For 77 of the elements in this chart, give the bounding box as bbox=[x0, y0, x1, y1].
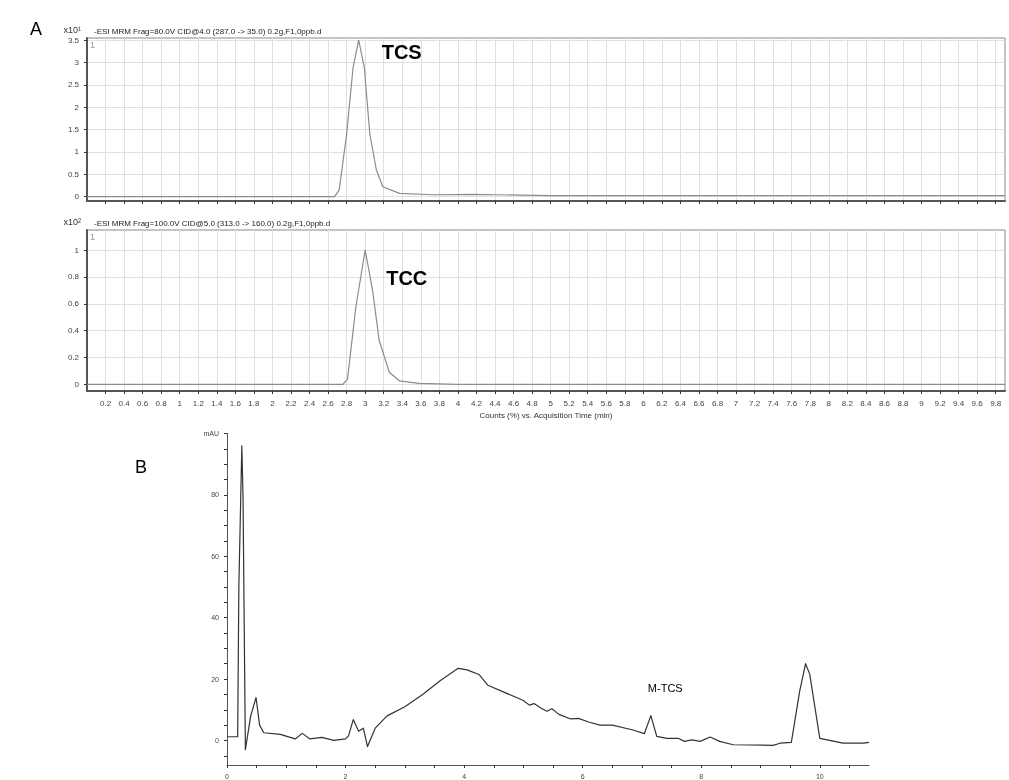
y-tick-label: 1 bbox=[74, 147, 80, 157]
x-tick-label: 2.2 bbox=[285, 398, 298, 408]
x-tick-label: 2 bbox=[270, 398, 276, 408]
y-tick-label: 3 bbox=[74, 58, 80, 68]
y-tick-label: 0.6 bbox=[67, 299, 80, 309]
x-tick-label: 7.6 bbox=[786, 398, 798, 408]
x-axis-title: Counts (%) vs. Acquisition Time (min) bbox=[479, 411, 613, 421]
x-tick-label: 0.6 bbox=[137, 398, 149, 408]
x-tick-label: 7 bbox=[733, 398, 739, 408]
x-tick-label: 1 bbox=[177, 398, 183, 408]
x-tick-label: 1.6 bbox=[229, 398, 242, 408]
x-tick-label: 0.4 bbox=[118, 398, 131, 408]
x-tick-label: 1.2 bbox=[192, 398, 205, 408]
x-tick-label: 4 bbox=[455, 398, 461, 408]
x-tick-label: 8 bbox=[826, 398, 832, 408]
text: B bbox=[135, 457, 148, 477]
x-tick-label: 0.8 bbox=[155, 398, 168, 408]
x-tick-label: 6.8 bbox=[711, 398, 724, 408]
x-tick-label: 5.4 bbox=[582, 398, 594, 408]
annotation: 1 bbox=[90, 231, 96, 242]
x-tick-label: 6.6 bbox=[693, 398, 706, 408]
x-tick-label: 9.8 bbox=[990, 398, 1002, 408]
x-tick-label: 7.8 bbox=[804, 398, 817, 408]
y-tick-label: 0.8 bbox=[67, 272, 80, 282]
x-tick-label: 8.4 bbox=[860, 398, 873, 408]
x-tick-label: 2.6 bbox=[322, 398, 335, 408]
x-tick-label: 8.8 bbox=[897, 398, 910, 408]
y-axis-title: x10² bbox=[63, 216, 81, 227]
x-tick-label: 4.4 bbox=[489, 398, 502, 408]
x-tick-label: 2.8 bbox=[341, 398, 353, 408]
x-tick-label: 8.2 bbox=[841, 398, 854, 408]
x-tick-label: 4.6 bbox=[507, 398, 520, 408]
x-tick-label: 9.6 bbox=[971, 398, 984, 408]
x-tick-label: 3.8 bbox=[433, 398, 446, 408]
x-tick-label: 1.4 bbox=[211, 398, 223, 408]
line-series bbox=[86, 39, 1006, 198]
y-tick-label: 0 bbox=[74, 379, 80, 389]
x-tick-label: 6 bbox=[641, 398, 647, 408]
line-series bbox=[226, 445, 870, 751]
y-tick-label: 0.5 bbox=[67, 169, 80, 179]
x-tick-label: 5.6 bbox=[600, 398, 613, 408]
x-tick-label: 2.4 bbox=[303, 398, 316, 408]
x-tick-label: 6.4 bbox=[674, 398, 687, 408]
x-tick-label: 9 bbox=[919, 398, 925, 408]
annotation: M-TCS bbox=[647, 681, 683, 694]
y-axis-title: x10¹ bbox=[63, 24, 81, 35]
x-tick-label: 5.8 bbox=[619, 398, 631, 408]
y-tick-label: 3.5 bbox=[67, 35, 80, 45]
x-tick-label: 3.2 bbox=[378, 398, 390, 408]
chart-title: -ESI MRM Frag=100.0V CID@5.0 (313.0 -> 160.0) 0.2g,F1,0ppb.d bbox=[94, 218, 331, 228]
x-tick-label: 1.8 bbox=[248, 398, 261, 408]
x-tick-label: 4.8 bbox=[526, 398, 539, 408]
x-tick-label: 5.2 bbox=[563, 398, 576, 408]
x-tick-label: 4.2 bbox=[470, 398, 483, 408]
annotation: TCS bbox=[381, 41, 422, 64]
x-tick-label: 6.2 bbox=[656, 398, 669, 408]
x-tick-label: 8.6 bbox=[878, 398, 891, 408]
y-tick-label: 0.4 bbox=[67, 326, 80, 336]
annotation: 1 bbox=[90, 39, 96, 50]
annotation: TCC bbox=[386, 267, 428, 290]
x-tick-label: 0.2 bbox=[99, 398, 112, 408]
x-tick-label: 3 bbox=[362, 398, 368, 408]
x-tick-label: 5 bbox=[548, 398, 554, 408]
text: A bbox=[30, 19, 43, 39]
x-tick-label: 3.4 bbox=[396, 398, 409, 408]
x-tick-label: 7.2 bbox=[749, 398, 761, 408]
x-tick-label: 7.4 bbox=[767, 398, 780, 408]
x-tick-label: 9.2 bbox=[934, 398, 947, 408]
x-tick-label: 3.6 bbox=[415, 398, 427, 408]
y-tick-label: 1 bbox=[74, 245, 80, 255]
y-tick-label: 0.2 bbox=[67, 352, 80, 362]
y-tick-label: 2.5 bbox=[67, 80, 80, 90]
y-tick-label: 1.5 bbox=[67, 125, 80, 135]
y-tick-label: 2 bbox=[74, 102, 80, 112]
y-tick-label: 0 bbox=[74, 192, 80, 202]
x-tick-label: 9.4 bbox=[953, 398, 965, 408]
chart-title: -ESI MRM Frag=80.0V CID@4.0 (287.0 -> 35.0) 0.2g,F1,0ppb.d bbox=[94, 26, 322, 36]
